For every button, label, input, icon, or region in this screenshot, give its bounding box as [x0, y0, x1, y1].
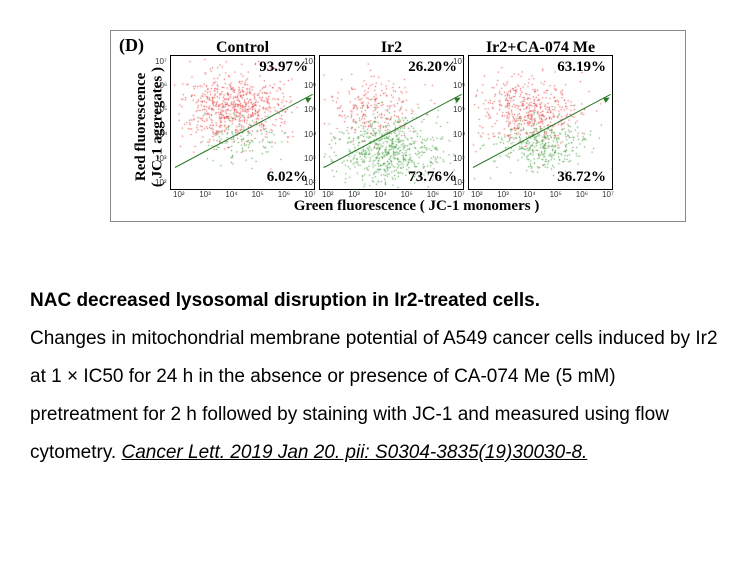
x-tick: 10⁵ [401, 190, 413, 199]
y-tick: 10⁷ [155, 57, 167, 66]
x-tick: 10³ [348, 190, 360, 199]
caption-citation: Cancer Lett. 2019 Jan 20. pii: S0304-383… [122, 442, 588, 463]
x-tick: 10⁶ [427, 190, 439, 199]
figure-caption: NAC decreased lysosomal disruption in Ir… [30, 282, 726, 472]
caption-title: NAC decreased lysosomal disruption in Ir… [30, 290, 540, 311]
y-tick: 10⁵ [155, 105, 167, 114]
scatter-plot: 93.97%6.02%10²10²10³10³10⁴10⁴10⁵10⁵10⁶10… [170, 55, 315, 190]
lower-percentage: 36.72% [557, 169, 606, 186]
x-tick: 10⁷ [453, 190, 465, 199]
x-tick: 10⁶ [576, 190, 588, 199]
ylabel-line1: Red fluorescence [133, 73, 149, 181]
y-tick: 10² [155, 178, 167, 187]
y-tick: 10⁷ [453, 57, 465, 66]
x-tick: 10⁵ [550, 190, 562, 199]
x-tick: 10⁶ [278, 190, 290, 199]
x-tick: 10⁷ [602, 190, 614, 199]
x-tick: 10³ [497, 190, 509, 199]
y-tick: 10⁶ [304, 81, 316, 90]
y-tick: 10² [304, 178, 316, 187]
y-tick: 10³ [453, 154, 465, 163]
y-tick: 10² [453, 178, 465, 187]
scatter-plot: 26.20%73.76%10²10²10³10³10⁴10⁴10⁵10⁵10⁶1… [319, 55, 464, 190]
y-tick: 10⁴ [155, 130, 167, 139]
figure-panel: (D) Red fluorescence ( JC-1 aggregates )… [110, 30, 686, 222]
upper-percentage: 63.19% [557, 59, 606, 76]
plot-cell: Ir226.20%73.76%10²10²10³10³10⁴10⁴10⁵10⁵1… [319, 39, 464, 190]
plot-cell: Control93.97%6.02%10²10²10³10³10⁴10⁴10⁵1… [170, 39, 315, 190]
lower-percentage: 73.76% [408, 169, 457, 186]
x-tick: 10² [173, 190, 185, 199]
plots-row: Control93.97%6.02%10²10²10³10³10⁴10⁴10⁵1… [170, 39, 613, 190]
y-tick: 10³ [155, 154, 167, 163]
scatter-plot: 63.19%36.72%10²10²10³10³10⁴10⁴10⁵10⁵10⁶1… [468, 55, 613, 190]
x-tick: 10³ [199, 190, 211, 199]
x-tick: 10⁴ [225, 190, 237, 199]
y-tick: 10⁴ [453, 130, 465, 139]
y-tick: 10⁶ [155, 81, 167, 90]
y-tick: 10⁵ [453, 105, 465, 114]
y-tick: 10⁷ [304, 57, 316, 66]
plot-cell: Ir2+CA-074 Me63.19%36.72%10²10²10³10³10⁴… [468, 39, 613, 190]
x-tick: 10² [471, 190, 483, 199]
plots-area: Red fluorescence ( JC-1 aggregates ) Con… [133, 39, 673, 215]
y-tick: 10³ [304, 154, 316, 163]
xlabel: Green fluorescence ( JC-1 monomers ) [220, 198, 613, 215]
panel-letter: (D) [119, 35, 144, 56]
y-tick: 10⁴ [304, 130, 316, 139]
x-tick: 10² [322, 190, 334, 199]
lower-percentage: 6.02% [267, 169, 308, 186]
x-tick: 10⁷ [304, 190, 316, 199]
upper-percentage: 26.20% [408, 59, 457, 76]
upper-percentage: 93.97% [259, 59, 308, 76]
x-tick: 10⁴ [374, 190, 386, 199]
y-tick: 10⁵ [304, 105, 316, 114]
x-tick: 10⁴ [523, 190, 535, 199]
y-tick: 10⁶ [453, 81, 465, 90]
x-tick: 10⁵ [252, 190, 264, 199]
